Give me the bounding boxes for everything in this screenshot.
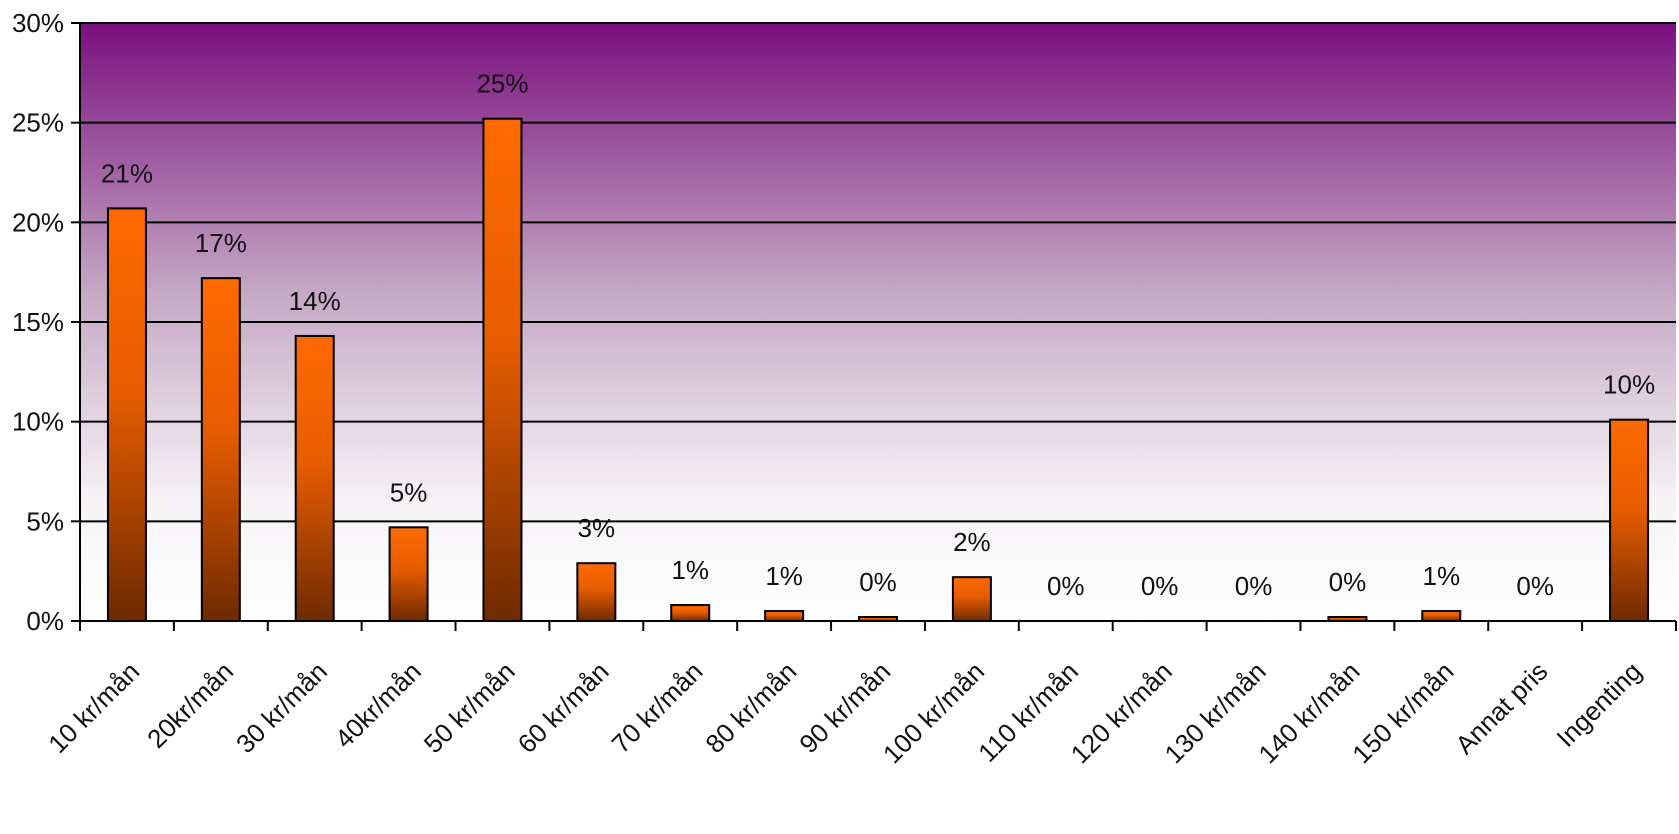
y-tick-label: 30%	[12, 8, 64, 38]
data-label: 3%	[578, 513, 616, 543]
gridlines	[80, 22, 1676, 523]
x-category-label: 50 kr/mån	[418, 656, 521, 759]
bar	[951, 576, 992, 622]
data-label: 0%	[859, 567, 897, 597]
y-tick-labels: 0% 5% 10% 15% 20% 25% 30%	[12, 8, 64, 636]
bar	[1421, 610, 1462, 622]
bar	[764, 610, 805, 622]
y-tick-label: 5%	[26, 506, 64, 536]
data-label: 0%	[1329, 567, 1367, 597]
data-label: 5%	[390, 477, 428, 507]
bar	[106, 207, 147, 622]
x-category-label: 60 kr/mån	[512, 656, 615, 759]
x-category-label: 150 kr/mån	[1346, 656, 1459, 769]
y-tick-label: 20%	[12, 207, 64, 237]
data-label: 10%	[1603, 370, 1655, 400]
data-label: 1%	[765, 561, 803, 591]
data-label: 17%	[195, 228, 247, 258]
y-tick-label: 10%	[12, 407, 64, 437]
x-category-label: 30 kr/mån	[230, 656, 333, 759]
bar	[482, 117, 523, 623]
data-labels: 21% 17% 14% 5% 25% 3% 1% 1% 0% 2% 0% 0% 0% 0% 1% 0% 10%	[101, 69, 1655, 601]
y-tick-label: 0%	[26, 606, 64, 636]
bar	[388, 526, 429, 623]
bar	[670, 604, 711, 623]
data-label: 0%	[1047, 571, 1085, 601]
y-tick-label: 15%	[12, 307, 64, 337]
x-category-label: 10 kr/mån	[42, 656, 145, 759]
x-category-label: 20kr/mån	[141, 656, 239, 754]
data-label: 0%	[1516, 571, 1554, 601]
data-label: 2%	[953, 527, 991, 557]
bar	[576, 562, 617, 623]
data-label: 14%	[289, 286, 341, 316]
x-category-label: Annat pris	[1449, 656, 1553, 760]
x-category-label: 120 kr/mån	[1065, 656, 1178, 769]
data-label: 0%	[1235, 571, 1273, 601]
bar	[294, 334, 335, 622]
bar	[200, 277, 241, 622]
x-category-label: 140 kr/mån	[1252, 656, 1365, 769]
data-label: 1%	[1423, 561, 1461, 591]
x-category-label: 100 kr/mån	[877, 656, 990, 769]
x-category-label: 40kr/mån	[329, 656, 427, 754]
x-category-label: 70 kr/mån	[606, 656, 709, 759]
data-label: 21%	[101, 158, 153, 188]
data-label: 1%	[671, 555, 709, 585]
bar	[1609, 418, 1650, 622]
x-category-label: Ingenting	[1550, 656, 1647, 753]
data-label: 0%	[1141, 571, 1179, 601]
y-tick-label: 25%	[12, 108, 64, 138]
x-category-label: 130 kr/mån	[1159, 656, 1272, 769]
axes	[71, 22, 1677, 631]
x-category-label: 80 kr/mån	[699, 656, 802, 759]
bars	[106, 117, 1650, 623]
data-label: 25%	[476, 69, 528, 99]
